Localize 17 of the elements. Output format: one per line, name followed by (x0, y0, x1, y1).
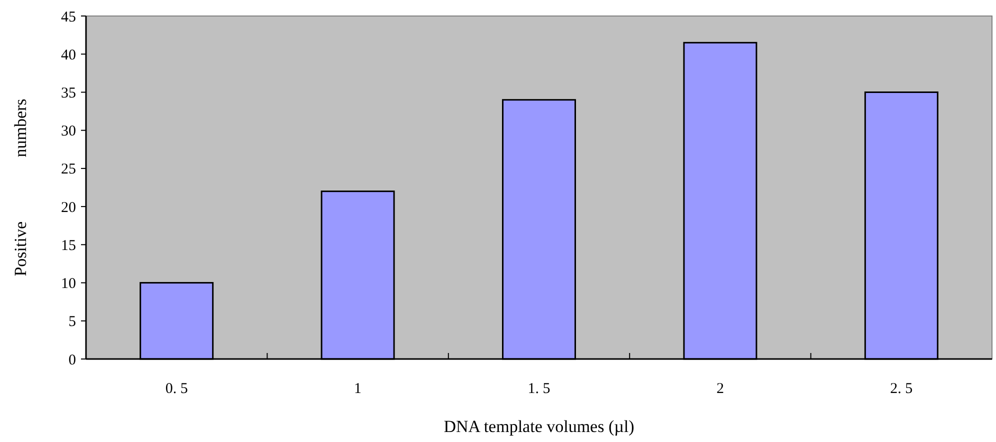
x-tick-label: 2. 5 (890, 381, 913, 397)
x-tick-label: 2 (716, 381, 724, 397)
y-tick-label: 40 (61, 47, 76, 64)
y-tick-label: 10 (61, 276, 76, 292)
y-tick-label: 30 (61, 124, 76, 140)
y-tick-label: 20 (61, 200, 76, 216)
y-axis-title: Positive numbers (11, 98, 30, 276)
y-tick-label: 0 (68, 352, 76, 368)
y-tick-label: 25 (61, 162, 76, 178)
y-tick-label: 5 (68, 314, 76, 330)
x-tick-label: 1 (354, 381, 362, 397)
x-tick-label: 0. 5 (165, 381, 188, 397)
y-tick-label: 15 (61, 238, 76, 254)
x-tick-label: 1. 5 (528, 381, 550, 397)
y-tick-label: 45 (61, 9, 76, 26)
x-axis-title: DNA template volumes (µl) (444, 417, 634, 436)
y-tick-label: 35 (61, 85, 76, 102)
